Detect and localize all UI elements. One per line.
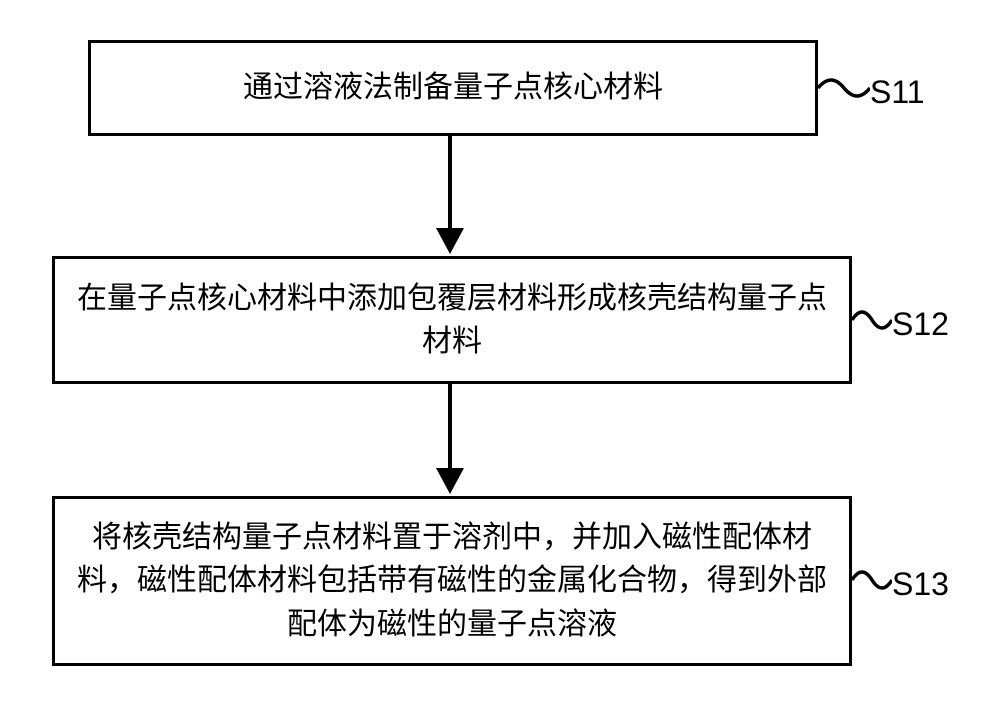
flowchart-canvas: 通过溶液法制备量子点核心材料 S11 在量子点核心材料中添加包覆层材料形成核壳结…	[0, 0, 1000, 702]
step-text: 在量子点核心材料中添加包覆层材料形成核壳结构量子点材料	[75, 277, 829, 364]
step-text: 将核壳结构量子点材料置于溶剂中，并加入磁性配体材料，磁性配体材料包括带有磁性的金…	[75, 516, 829, 647]
arrow-head-icon	[436, 468, 464, 494]
tilde-connector	[818, 68, 870, 108]
tilde-connector	[852, 300, 892, 340]
arrow-shaft	[448, 384, 452, 470]
step-box-s12: 在量子点核心材料中添加包覆层材料形成核壳结构量子点材料	[52, 256, 852, 384]
step-box-s11: 通过溶液法制备量子点核心材料	[88, 40, 818, 136]
step-text: 通过溶液法制备量子点核心材料	[243, 66, 663, 110]
step-label-s13: S13	[892, 566, 949, 603]
arrow-head-icon	[436, 228, 464, 254]
step-label-s12: S12	[892, 306, 949, 343]
arrow-shaft	[448, 136, 452, 230]
step-label-s11: S11	[870, 74, 925, 111]
step-box-s13: 将核壳结构量子点材料置于溶剂中，并加入磁性配体材料，磁性配体材料包括带有磁性的金…	[52, 496, 852, 666]
tilde-connector	[852, 560, 892, 600]
